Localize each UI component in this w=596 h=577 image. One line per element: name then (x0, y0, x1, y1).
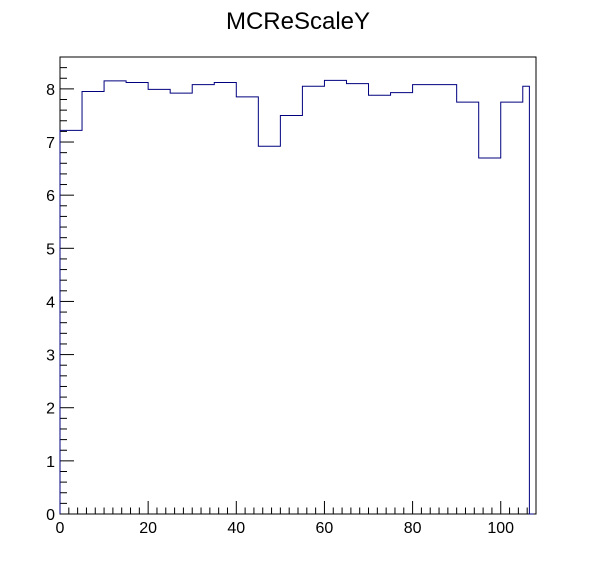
histogram-bin (501, 102, 523, 514)
histogram-bin (479, 158, 501, 514)
y-tick-label: 3 (46, 348, 55, 365)
x-tick-label: 40 (227, 520, 245, 537)
histogram-bin (413, 85, 435, 514)
histogram-bin (258, 146, 280, 514)
x-axis-tick-labels: 0 20 40 60 80 100 (56, 520, 515, 537)
y-axis-tick-labels: 0 1 2 3 4 5 6 7 8 (46, 82, 55, 524)
x-tick-label: 20 (139, 520, 157, 537)
histogram-bin (104, 81, 126, 514)
histogram-bin (236, 97, 258, 514)
histogram-bin (369, 95, 391, 514)
x-axis-ticks (59, 501, 537, 514)
y-tick-label: 8 (46, 82, 55, 99)
histogram-bin (126, 83, 148, 514)
histogram-bin (324, 80, 346, 514)
y-tick-label: 1 (46, 454, 55, 471)
histogram-bins (59, 79, 534, 515)
histogram-bin (457, 102, 479, 514)
x-tick-label: 0 (56, 520, 65, 537)
histogram-bin (280, 115, 302, 514)
x-tick-label: 100 (487, 520, 514, 537)
y-tick-label: 5 (46, 241, 55, 258)
histogram-bin (346, 84, 368, 514)
histogram-bin (170, 93, 192, 514)
y-axis-ticks (60, 56, 74, 515)
histogram-bin (302, 86, 324, 514)
histogram-bin (148, 89, 170, 514)
histogram-bin (523, 86, 530, 514)
histogram-bin (435, 85, 457, 514)
histogram-bin (214, 83, 236, 514)
plot-frame (59, 56, 537, 515)
y-tick-label: 4 (46, 294, 55, 311)
histogram-bin (391, 93, 413, 514)
x-tick-label: 80 (404, 520, 422, 537)
histogram-bin (60, 130, 82, 514)
y-tick-label: 0 (46, 507, 55, 524)
histogram-outline (59, 79, 534, 515)
y-tick-label: 2 (46, 401, 55, 418)
histogram-bin (82, 92, 104, 514)
histogram-bin (192, 85, 214, 514)
chart-title: MCReScaleY (226, 8, 370, 35)
x-tick-label: 60 (316, 520, 334, 537)
y-tick-label: 6 (46, 188, 55, 205)
y-tick-label: 7 (46, 135, 55, 152)
